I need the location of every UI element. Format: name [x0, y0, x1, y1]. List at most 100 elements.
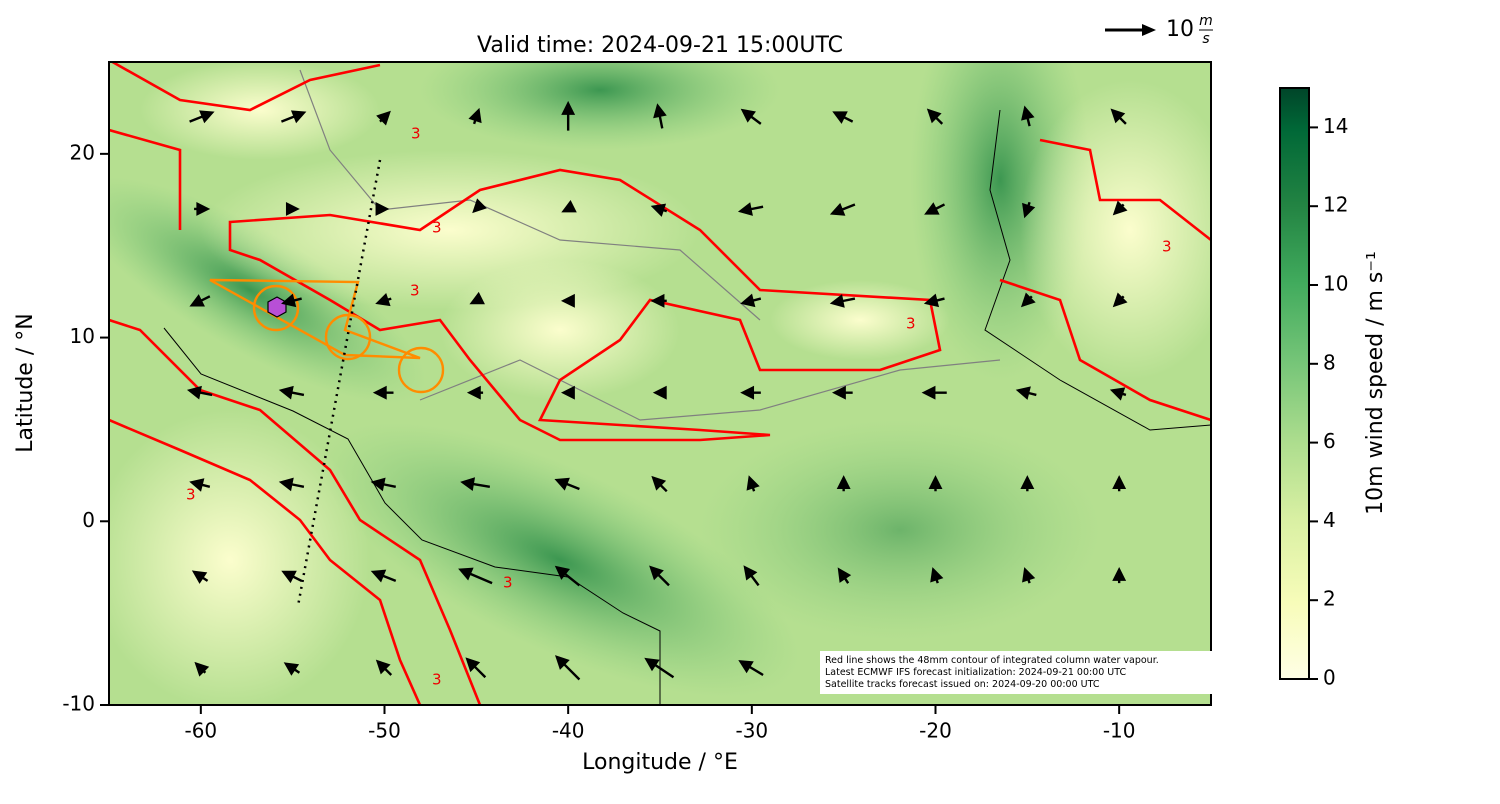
- wind-arrow: [1112, 566, 1127, 584]
- wind-arrow: [1112, 292, 1128, 308]
- wind-arrow: [560, 293, 575, 308]
- contour-label: 3: [503, 574, 513, 592]
- wind-vectors: [186, 100, 1129, 681]
- wind-arrow: [555, 655, 581, 681]
- wind-arrow: [649, 565, 670, 587]
- wind-arrow: [737, 202, 764, 216]
- wind-arrow: [281, 293, 302, 308]
- wind-arrow: [472, 198, 487, 214]
- wind-arrow: [746, 475, 760, 492]
- colorbar-tick-label: 14: [1323, 114, 1348, 138]
- wind-arrow: [370, 569, 397, 583]
- wind-arrow: [281, 570, 303, 584]
- wind-arrow: [738, 660, 764, 677]
- wind-arrow: [278, 477, 305, 492]
- wind-arrow: [829, 202, 856, 216]
- note: Red line shows the 48mm contour of integ…: [825, 655, 1159, 666]
- wind-arrow: [189, 478, 211, 492]
- wind-arrow: [1022, 201, 1036, 219]
- wind-arrow: [375, 202, 390, 216]
- wind-arrow: [376, 110, 391, 126]
- x-tick-label: -10: [1103, 719, 1136, 743]
- wind-arrow: [278, 385, 305, 400]
- wind-arrow: [740, 108, 762, 125]
- y-axis-label: Latitude / °N: [13, 313, 38, 452]
- wind-arrow: [1110, 108, 1127, 125]
- wind-arrow: [466, 385, 484, 400]
- colorbar-label: 10m wind speed / m s⁻¹: [1363, 251, 1388, 515]
- wind-arrow: [1112, 475, 1127, 492]
- wind-arrow: [561, 100, 576, 131]
- wind-arrow: [653, 103, 667, 129]
- wind-arrow: [283, 662, 301, 676]
- colorbar-tick-label: 2: [1323, 587, 1336, 611]
- contour-label: 3: [186, 486, 196, 504]
- wind-arrow: [837, 567, 852, 584]
- contour-label: 3: [906, 315, 916, 333]
- wind-arrow: [375, 292, 392, 307]
- wind-arrow: [468, 107, 482, 125]
- wind-arrow: [650, 203, 668, 217]
- wind-arrow: [926, 108, 944, 125]
- wind-arrow: [560, 385, 575, 400]
- wind-arrow: [921, 385, 947, 400]
- wind-arrow: [186, 385, 213, 400]
- colorbar-tick-label: 4: [1323, 508, 1336, 532]
- wind-arrow: [1020, 292, 1036, 308]
- chart-title: Valid time: 2024-09-21 15:00UTC: [477, 33, 843, 58]
- colorbar-tick-label: 6: [1323, 429, 1336, 453]
- wind-arrow: [554, 477, 580, 491]
- wind-arrow: [189, 110, 215, 124]
- y-tick-label: 0: [82, 508, 95, 532]
- wind-arrow: [561, 200, 577, 213]
- wind-arrow: [652, 385, 667, 400]
- wind-arrow: [375, 659, 393, 676]
- wind-arrow: [928, 475, 943, 492]
- wind-arrow: [285, 202, 300, 216]
- contour-label: 3: [432, 671, 442, 689]
- wind-arrow: [554, 565, 581, 587]
- wind-arrow: [831, 385, 853, 400]
- contour-label: 3: [1162, 238, 1172, 256]
- wind-arrow: [370, 477, 396, 492]
- wind-arrow: [189, 294, 211, 307]
- colorbar-tick-label: 0: [1323, 666, 1336, 690]
- quiver-key-unit: m: [1199, 13, 1213, 29]
- wind-arrow: [194, 202, 211, 216]
- wind-arrow: [924, 202, 946, 215]
- colorbar-tick-label: 10: [1323, 272, 1348, 296]
- plot-frame: [108, 61, 1212, 706]
- x-axis-label: Longitude / °E: [582, 750, 738, 775]
- wind-arrow: [743, 565, 760, 587]
- wind-arrow: [1015, 386, 1037, 400]
- wind-arrow: [829, 294, 856, 308]
- contour-label: 3: [411, 125, 421, 143]
- note: Satellite tracks forecast issued on: 202…: [825, 679, 1100, 690]
- map-field: 3 3 3 3 3 3 3 3: [109, 62, 1211, 705]
- wind-arrow: [458, 567, 493, 585]
- wind-arrow: [191, 570, 209, 584]
- quiver-key-value: 10: [1166, 17, 1194, 42]
- note: Latest ECMWF IFS forecast initialization…: [825, 667, 1126, 678]
- x-tick-label: -30: [735, 719, 768, 743]
- wind-arrow: [469, 291, 485, 305]
- wind-arrow: [1022, 567, 1036, 584]
- wind-arrow: [460, 477, 491, 491]
- contour-label: 3: [432, 219, 442, 237]
- y-tick-label: 10: [70, 324, 95, 348]
- wind-arrow: [740, 293, 762, 308]
- wind-arrow: [836, 475, 851, 492]
- x-tick-label: -50: [368, 719, 401, 743]
- wind-arrow: [1112, 200, 1128, 216]
- x-tick-label: -20: [919, 719, 952, 743]
- wind-arrow: [923, 293, 945, 308]
- wind-arrow: [644, 657, 675, 679]
- note-box: [820, 651, 1212, 694]
- quiver-key-unit: s: [1202, 31, 1209, 47]
- colorbar-tick-label: 8: [1323, 350, 1336, 374]
- wind-arrow: [740, 385, 761, 400]
- wind-arrow: [465, 657, 487, 679]
- wind-arrow: [930, 567, 944, 584]
- wind-arrow: [1021, 105, 1035, 127]
- contour-label: 3: [410, 282, 420, 300]
